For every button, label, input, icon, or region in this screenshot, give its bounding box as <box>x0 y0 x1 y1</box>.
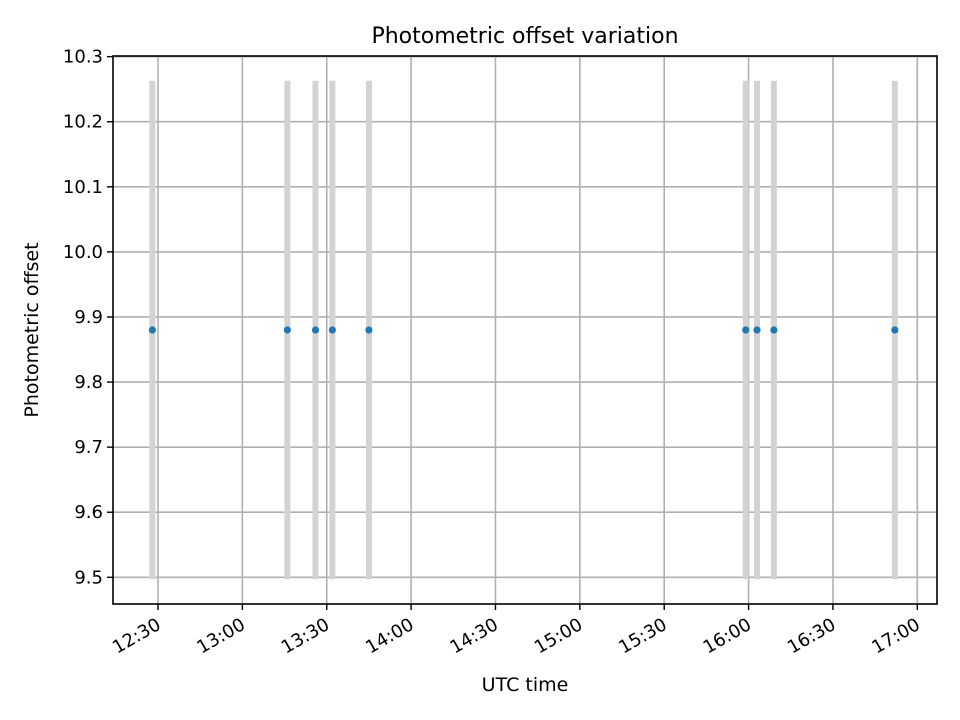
y-tick-label: 9.7 <box>74 437 103 458</box>
plot-frame <box>112 55 938 605</box>
chart-title: Photometric offset variation <box>371 24 678 49</box>
data-point <box>283 326 291 334</box>
y-tick-label: 10.0 <box>63 242 103 263</box>
x-axis-label: UTC time <box>482 674 569 696</box>
y-tick-label: 9.8 <box>74 372 103 393</box>
y-tick-label: 9.6 <box>74 502 103 523</box>
y-tick-label: 10.1 <box>63 177 103 198</box>
data-point <box>148 326 156 334</box>
data-points <box>148 326 899 334</box>
y-tick-label: 10.3 <box>63 47 103 68</box>
data-point <box>891 326 899 334</box>
y-axis-ticks: 9.5 9.6 9.7 9.8 9.9 10.0 10.1 10.2 10.3 <box>63 47 113 588</box>
grid <box>113 55 937 604</box>
data-point <box>365 326 373 334</box>
data-point <box>753 326 761 334</box>
y-tick-label: 9.9 <box>74 307 103 328</box>
data-point <box>328 326 336 334</box>
data-point <box>311 326 320 334</box>
y-axis-label: Photometric offset <box>21 242 43 417</box>
data-point <box>742 326 750 334</box>
y-tick-label: 10.2 <box>63 112 103 133</box>
y-tick-label: 9.5 <box>74 567 103 588</box>
data-point <box>770 326 778 334</box>
